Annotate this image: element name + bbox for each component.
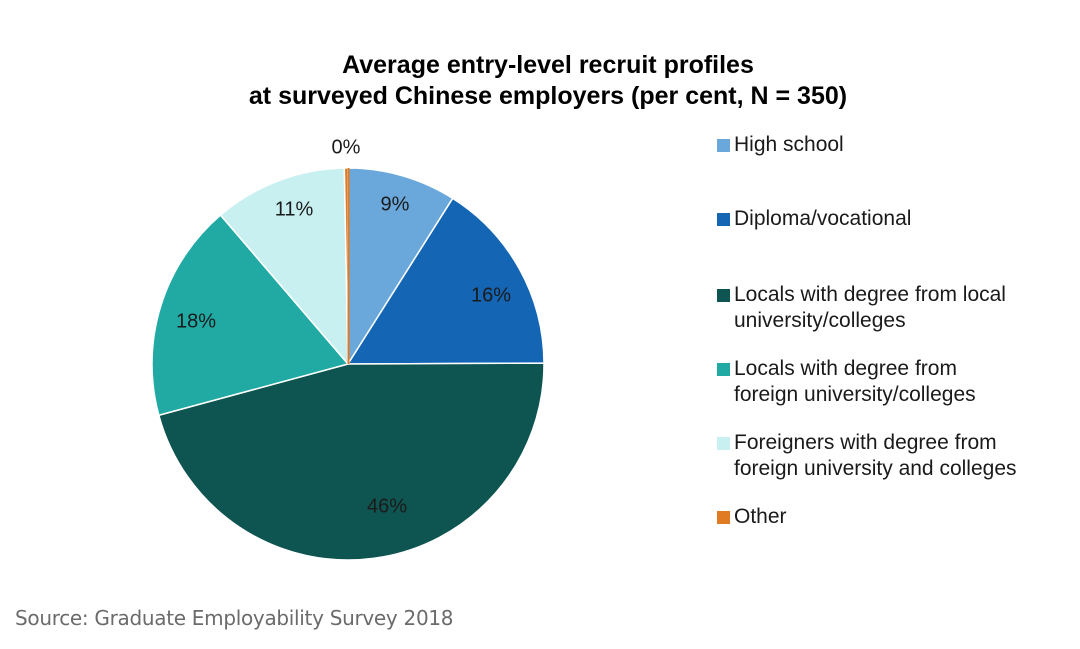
pie-slice-high-school [347, 167, 454, 365]
legend-swatch-locals-foreign-degree [717, 363, 730, 376]
slice-label-foreigners-foreign-degree: 11% [275, 198, 314, 220]
legend-swatch-diploma-vocational [717, 213, 730, 226]
slice-label-locals-foreign-degree: 18% [176, 310, 216, 332]
legend-swatch-foreigners-foreign-degree [717, 437, 730, 450]
pie-slice-locals-local-degree [158, 362, 545, 561]
chart-title-line-2: at surveyed Chinese employers (per cent,… [248, 82, 848, 110]
source-note: Source: Graduate Employability Survey 20… [15, 606, 454, 630]
slice-label-other: 0% [332, 136, 361, 158]
legend-swatch-locals-local-degree [717, 289, 730, 302]
legend-label-diploma-vocational: Diploma/vocational [734, 207, 912, 230]
legend-swatch-high-school [717, 139, 730, 152]
legend-label-locals-local-degree: Locals with degree from local university… [734, 283, 1006, 332]
legend-label-other: Other [734, 505, 787, 528]
legend-label-locals-foreign-degree: Locals with degree from foreign universi… [734, 357, 976, 406]
pie-slice-foreigners-foreign-degree [219, 167, 349, 365]
pie-slice-diploma-vocational [347, 197, 545, 365]
slice-label-diploma-vocational: 16% [471, 284, 511, 306]
slice-label-high-school: 9% [381, 193, 410, 215]
pie-slice-locals-foreign-degree [151, 214, 349, 417]
chart-title: Average entry-level recruit profiles at … [0, 50, 1080, 112]
chart-title-line-1: Average entry-level recruit profiles [342, 51, 754, 79]
legend-label-foreigners-foreign-degree: Foreigners with degree from foreign univ… [734, 431, 1017, 480]
legend-label-high-school: High school [734, 133, 844, 156]
slice-label-locals-local-degree: 46% [367, 495, 407, 517]
legend-swatch-other [717, 511, 730, 524]
